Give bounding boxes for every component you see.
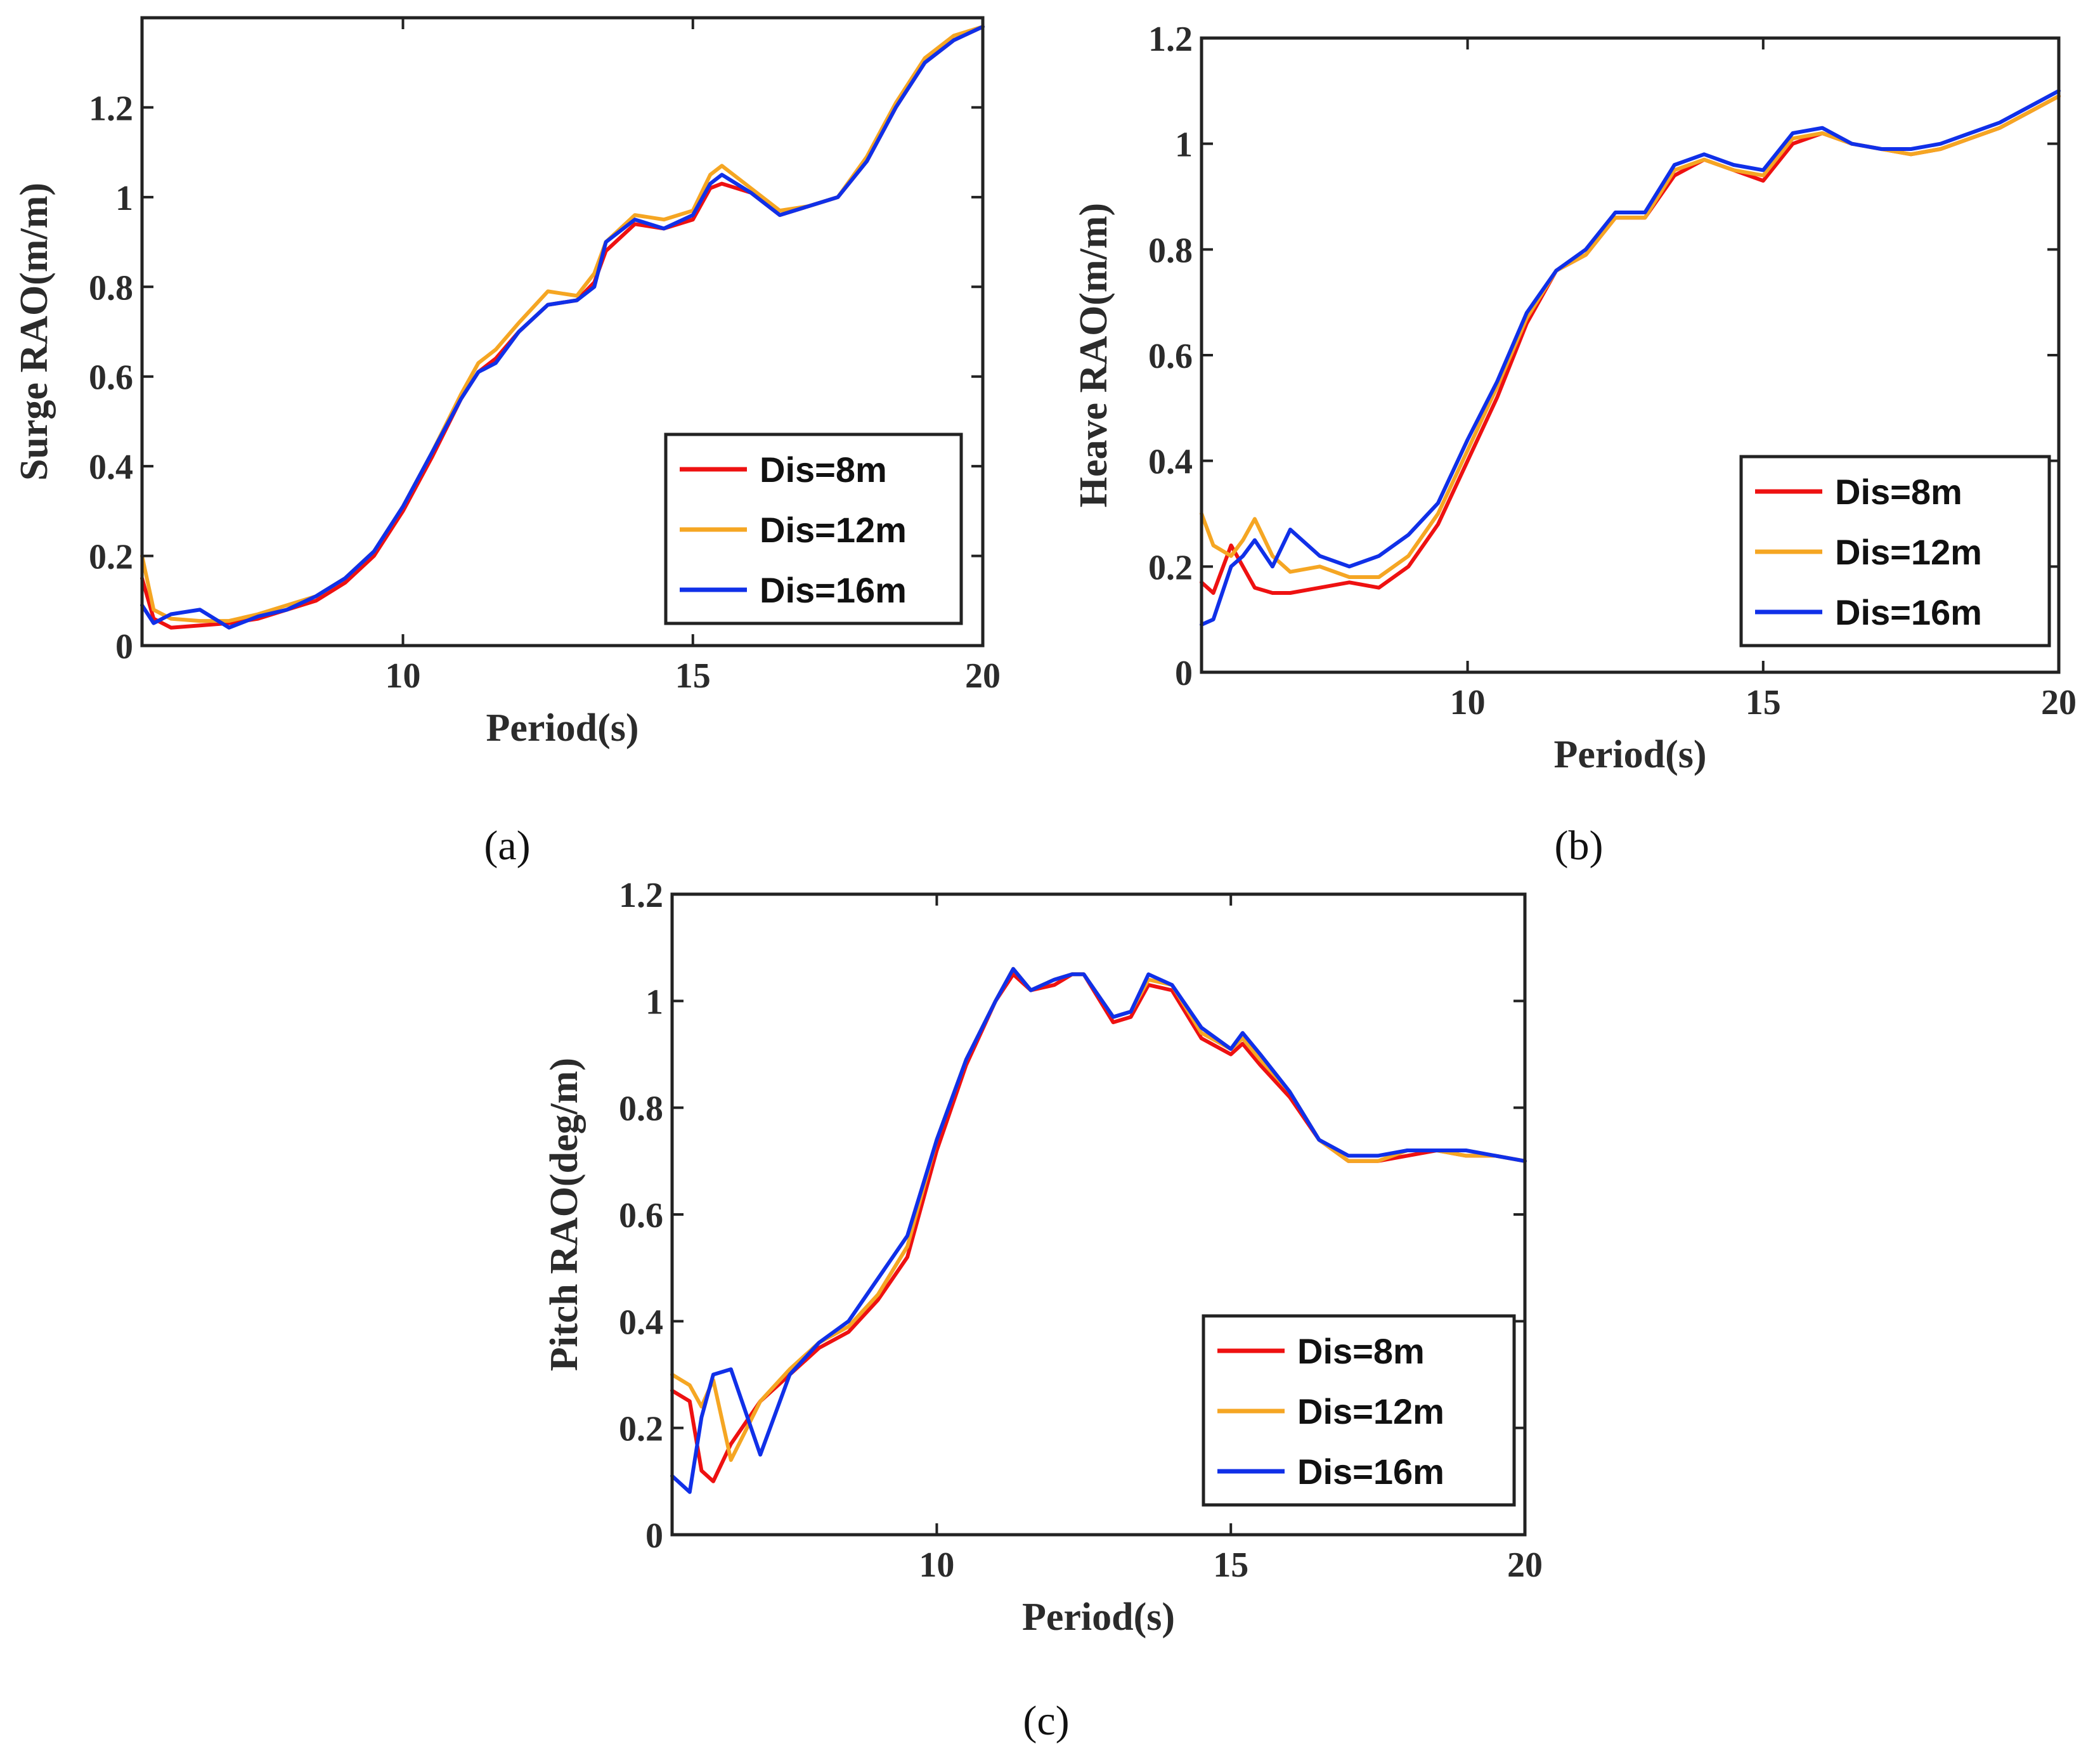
x-tick-label: 10 (919, 1546, 954, 1585)
legend-entry-label: Dis=12m (1297, 1391, 1444, 1431)
y-tick-label: 1 (1175, 126, 1193, 165)
panel-label: (b) (1555, 823, 1604, 869)
y-tick-label: 0.6 (89, 358, 133, 398)
series-line-dis-16m (140, 25, 985, 630)
x-tick-label: 10 (386, 656, 421, 696)
legend-entry-label: Dis=8m (760, 450, 887, 490)
y-tick-label: 0.4 (89, 448, 133, 487)
y-axis-label: Pitch RAO(deg/m) (543, 1058, 586, 1371)
pitch-rao-chart: 10 15 20 0 0.2 0.4 0.6 0.8 1 1.2 Period(s) Pitch RA… (543, 876, 1543, 1744)
heave-rao-chart: 10 15 20 0 0.2 0.4 0.6 0.8 1 1.2 Period(s) Heave RA… (1072, 20, 2077, 869)
x-tick-label: 20 (965, 656, 1001, 696)
surge-rao-chart: 10 15 20 0 0.2 0.4 0.6 0.8 1 1.2 Period(s) Surge RA… (13, 16, 1001, 869)
series-line-dis-16m (1200, 89, 2061, 627)
series-line-dis-16m (670, 966, 1527, 1494)
y-tick-label: 0.8 (619, 1090, 663, 1129)
y-tick-label: 0.2 (89, 538, 133, 577)
y-axis-label: Heave RAO(m/m) (1072, 203, 1115, 507)
y-tick-label: 0.8 (89, 268, 133, 308)
y-tick-label: 0.6 (1148, 337, 1193, 376)
y-tick-label: 1.2 (619, 876, 663, 915)
y-tick-label: 0 (645, 1516, 663, 1556)
x-tick-label: 15 (1213, 1546, 1248, 1585)
y-tick-label: 0.2 (619, 1410, 663, 1449)
y-tick-label: 0.6 (619, 1196, 663, 1235)
y-axis-label: Surge RAO(m/m) (13, 183, 56, 481)
legend-entry-label: Dis=8m (1297, 1331, 1425, 1371)
y-tick-label: 1 (115, 179, 133, 218)
legend-entry-label: Dis=12m (760, 510, 907, 550)
panel-label: (a) (484, 823, 530, 869)
y-tick-label: 1 (645, 982, 663, 1022)
x-tick-label: 15 (1746, 683, 1781, 722)
x-axis-label: Period(s) (1022, 1596, 1175, 1639)
x-tick-label: 15 (675, 656, 711, 696)
x-tick-label: 20 (1507, 1546, 1543, 1585)
y-tick-label: 1.2 (1148, 20, 1193, 59)
y-tick-label: 0.4 (619, 1303, 663, 1342)
legend-entry-label: Dis=16m (1835, 592, 1982, 632)
legend: Dis=8m Dis=12m Dis=16m (1202, 1314, 1516, 1507)
plot-frame (140, 16, 985, 647)
y-tick-label: 0.4 (1148, 443, 1193, 482)
y-tick-label: 0.8 (1148, 231, 1193, 270)
x-tick-label: 20 (2041, 683, 2077, 722)
panel-label: (c) (1023, 1698, 1069, 1744)
y-tick-label: 0.2 (1148, 548, 1193, 587)
legend-entry-label: Dis=12m (1835, 532, 1982, 572)
legend-entry-label: Dis=8m (1835, 472, 1962, 512)
legend: Dis=8m Dis=12m Dis=16m (664, 433, 963, 625)
x-axis-label: Period(s) (1553, 733, 1706, 776)
x-axis-label: Period(s) (486, 706, 638, 750)
y-tick-label: 0 (115, 627, 133, 667)
legend-entry-label: Dis=16m (760, 570, 907, 610)
series-line-dis-12m (1200, 94, 2061, 579)
y-tick-label: 1.2 (89, 89, 133, 128)
legend: Dis=8m Dis=12m Dis=16m (1739, 455, 2051, 647)
legend-entry-label: Dis=16m (1297, 1452, 1444, 1492)
x-tick-label: 10 (1450, 683, 1486, 722)
y-tick-label: 0 (1175, 654, 1193, 693)
